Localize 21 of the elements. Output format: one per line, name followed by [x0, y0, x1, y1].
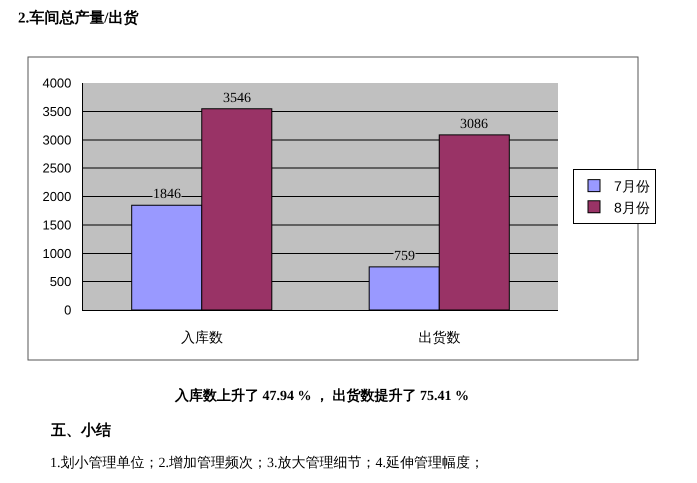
data-label: 3546 — [223, 91, 251, 106]
text: 1.划小管理单位；2.增加管理频次；3.放大管理细节；4.延伸管理幅度； — [50, 455, 484, 471]
y-tick-label: 500 — [50, 274, 72, 290]
chart-title: 2.车间总产量/出货 — [18, 8, 140, 26]
y-tick-label: 3000 — [42, 132, 72, 148]
y-tick-label: 1500 — [42, 217, 72, 232]
y-tick-label: 1000 — [42, 246, 72, 261]
data-label: 1846 — [153, 187, 181, 202]
y-tick-label: 2500 — [42, 160, 72, 176]
y-tick-label: 0 — [64, 302, 72, 318]
text: 入库数上升了 47.94 % ， 出货数提升了 75.41 % — [174, 387, 469, 404]
text: 五、小结 — [50, 422, 111, 439]
x-tick-label: 出货数 — [418, 328, 460, 345]
x-tick-label: 入库数 — [180, 328, 223, 345]
y-tick-label: 4000 — [42, 76, 72, 91]
legend-label: 8月份 — [614, 199, 650, 216]
legend-label: 7月份 — [614, 178, 650, 194]
data-label: 759 — [394, 249, 415, 264]
y-tick-label: 2000 — [42, 189, 72, 204]
y-tick-label: 3500 — [42, 104, 72, 119]
data-label: 3086 — [460, 117, 488, 132]
